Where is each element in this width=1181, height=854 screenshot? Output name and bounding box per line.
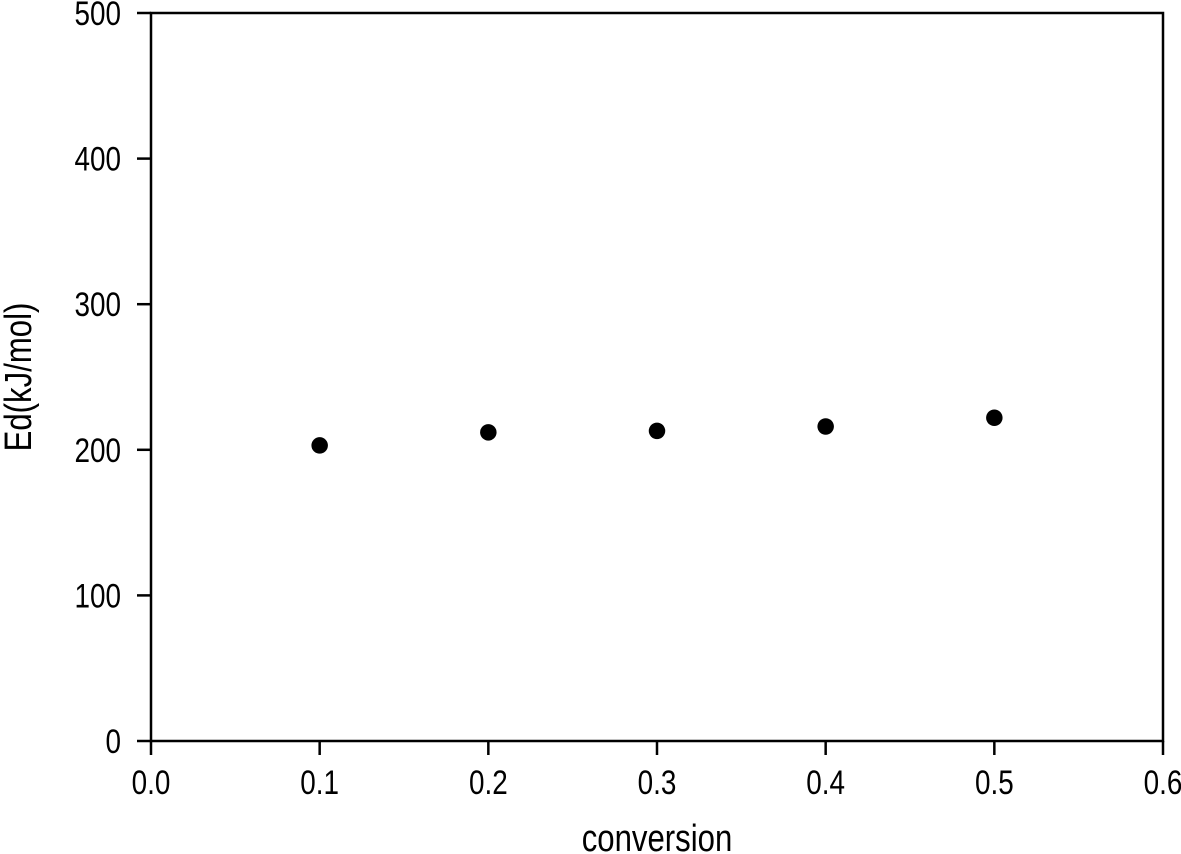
data-points (311, 409, 1003, 454)
y-axis-title: Ed(kJ/mol) (0, 303, 40, 452)
y-tick-label: 100 (74, 577, 121, 615)
y-tick-label: 400 (74, 140, 121, 178)
x-tick-label: 0.1 (300, 763, 339, 801)
data-point (311, 437, 328, 454)
y-tick-label: 200 (74, 431, 121, 469)
x-axis-ticks: 0.0 0.1 0.2 0.3 0.4 0.5 0.6 (132, 741, 1181, 802)
y-tick-label: 500 (74, 0, 121, 33)
x-tick-label: 0.0 (132, 763, 171, 801)
data-point (648, 422, 666, 440)
y-tick-label: 0 (105, 722, 121, 760)
x-tick-label: 0.5 (975, 763, 1014, 801)
data-point (480, 424, 497, 441)
x-tick-label: 0.6 (1144, 763, 1181, 801)
x-axis-title: conversion (582, 818, 733, 854)
plot-border (149, 11, 1165, 743)
x-tick-label: 0.2 (469, 763, 508, 801)
data-point (817, 418, 834, 435)
x-tick-label: 0.3 (638, 763, 677, 801)
x-tick-label: 0.4 (806, 763, 845, 801)
y-axis-ticks: 0 100 200 300 400 500 (74, 0, 151, 761)
data-point (986, 409, 1003, 427)
y-tick-label: 300 (74, 286, 121, 324)
